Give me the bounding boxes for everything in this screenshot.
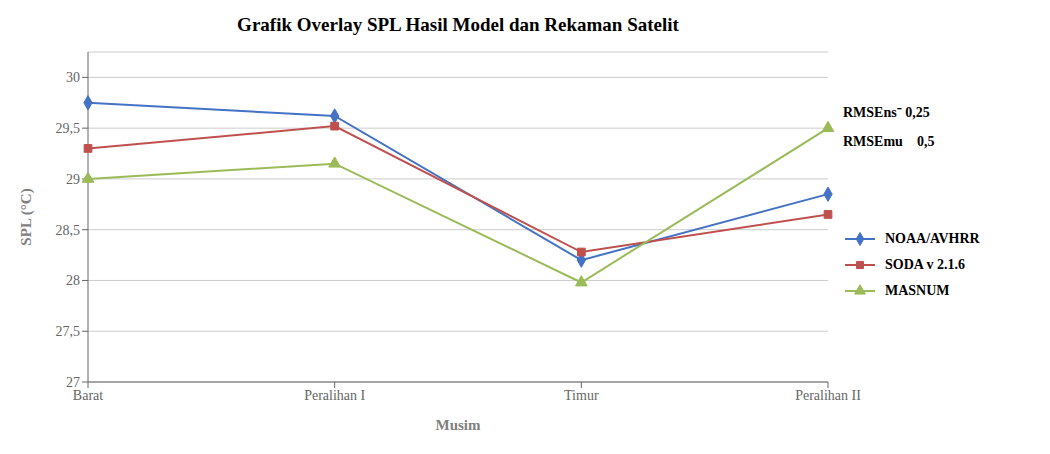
html-text:RMSEmu 0,5: RMSEmu 0,5: [843, 134, 935, 149]
html-text:MASNUM: MASNUM: [885, 283, 950, 298]
svg-text:Barat: Barat: [73, 388, 103, 403]
svg-text:29: 29: [66, 172, 80, 187]
svg-text:Musim: Musim: [436, 417, 482, 433]
svg-text:30: 30: [66, 70, 80, 85]
svg-text:27,5: 27,5: [56, 324, 81, 339]
html-text:Grafik Overlay SPL Hasil Model: Grafik Overlay SPL Hasil Model dan Rekam…: [237, 14, 679, 35]
html-text:NOAA/AVHRR: NOAA/AVHRR: [885, 231, 980, 246]
svg-text:Peralihan I: Peralihan I: [304, 388, 365, 403]
html-text:RMSEns⁻ 0,25: RMSEns⁻ 0,25: [843, 105, 930, 120]
svg-text:27: 27: [66, 375, 80, 390]
html-text:SODA v 2.1.6: SODA v 2.1.6: [885, 257, 966, 272]
svg-text:Timur: Timur: [564, 388, 599, 403]
svg-text:29,5: 29,5: [56, 121, 81, 136]
svg-text:Peralihan II: Peralihan II: [795, 388, 861, 403]
svg-text:SPL (°C): SPL (°C): [18, 188, 35, 245]
svg-text:28,5: 28,5: [56, 223, 81, 238]
svg-text:28: 28: [66, 273, 80, 288]
